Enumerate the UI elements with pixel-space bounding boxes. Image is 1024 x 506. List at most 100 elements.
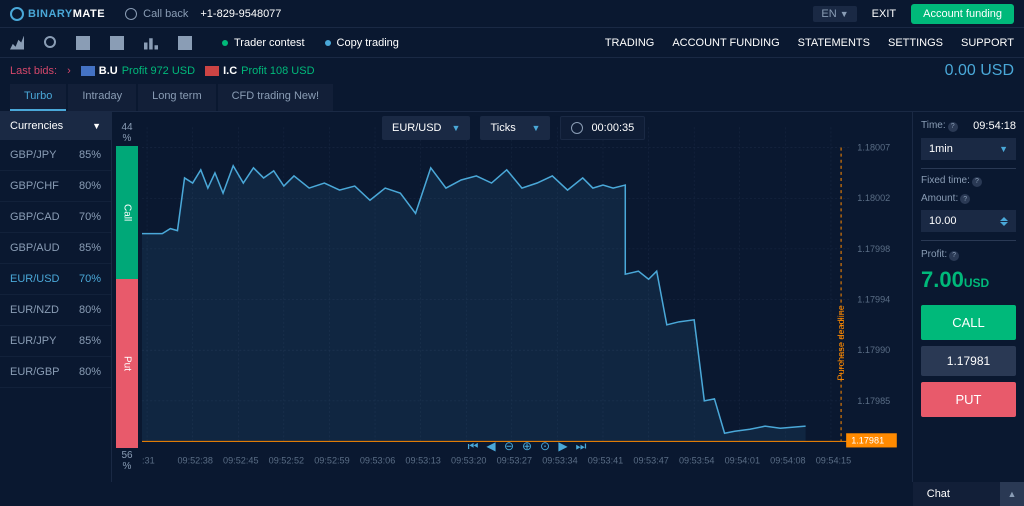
next-end-icon[interactable]: ⏭ <box>573 438 589 454</box>
svg-text:09:53:41: 09:53:41 <box>588 456 623 466</box>
sidebar-category-select[interactable]: Currencies▼ <box>0 112 111 140</box>
pair-item[interactable]: EUR/USD70% <box>0 264 111 295</box>
chevron-down-icon: ▼ <box>92 121 101 131</box>
ticker-label: Last bids: <box>10 65 57 77</box>
nav-statements[interactable]: STATEMENTS <box>798 37 870 49</box>
stepper-up-icon[interactable] <box>1000 217 1008 221</box>
help-icon[interactable]: ? <box>972 177 982 187</box>
tab-turbo[interactable]: Turbo <box>10 84 66 111</box>
logo-icon <box>10 7 24 21</box>
pair-selector[interactable]: EUR/USD▼ <box>382 116 470 140</box>
svg-text:1.18007: 1.18007 <box>857 143 890 153</box>
fixed-time-label: Fixed time: <box>921 175 970 186</box>
next-icon[interactable]: ▶ <box>555 438 571 454</box>
trade-type-tabs: Turbo Intraday Long term CFD trading New… <box>0 84 1024 112</box>
top-header: BINARYMATE Call back +1-829-9548077 EN ▼… <box>0 0 1024 28</box>
svg-text:09:52:45: 09:52:45 <box>223 456 258 466</box>
chat-toggle-icon[interactable]: ▲ <box>1000 482 1024 506</box>
phone-icon <box>125 8 137 20</box>
help-icon[interactable]: ? <box>949 251 959 261</box>
pair-item[interactable]: EUR/NZD80% <box>0 295 111 326</box>
zoom-out-icon[interactable]: ⊖ <box>501 438 517 454</box>
amount-input[interactable]: 10.00 <box>921 210 1016 232</box>
nav-trading[interactable]: TRADING <box>605 37 655 49</box>
copy-trading-link[interactable]: Copy trading <box>325 37 399 49</box>
pair-item[interactable]: GBP/JPY85% <box>0 140 111 171</box>
nav-funding[interactable]: ACCOUNT FUNDING <box>672 37 779 49</box>
doc-icon[interactable] <box>76 36 90 50</box>
exit-link[interactable]: EXIT <box>872 8 896 20</box>
stats-icon[interactable] <box>144 36 158 50</box>
svg-text:09:52:59: 09:52:59 <box>314 456 349 466</box>
zoom-in-icon[interactable]: ⊙ <box>537 438 553 454</box>
put-sentiment: Put <box>116 279 138 448</box>
chart-area: 44 % Call Put 56 % EUR/USD▼ Ticks▼ 00:00… <box>112 112 912 482</box>
amount-label: Amount: <box>921 193 958 204</box>
stepper-down-icon[interactable] <box>1000 222 1008 226</box>
prev-icon[interactable]: ◀ <box>483 438 499 454</box>
account-funding-button[interactable]: Account funding <box>911 4 1014 24</box>
amount-stepper[interactable] <box>1000 217 1008 226</box>
call-sentiment: Call <box>116 146 138 279</box>
svg-text:09:53:06: 09:53:06 <box>360 456 395 466</box>
nav-settings[interactable]: SETTINGS <box>888 37 943 49</box>
svg-text:09:53:13: 09:53:13 <box>405 456 440 466</box>
zoom-controls: ⏮ ◀ ⊖ ⊕ ⊙ ▶ ⏭ <box>465 438 589 454</box>
price-chart[interactable]: 1.180071.180021.179981.179941.179901.179… <box>142 112 912 482</box>
pair-item[interactable]: EUR/JPY85% <box>0 326 111 357</box>
expiry-timer: 00:00:35 <box>560 116 645 140</box>
call-button[interactable]: CALL <box>921 305 1016 340</box>
svg-text:09:53:27: 09:53:27 <box>497 456 532 466</box>
svg-text:1.17985: 1.17985 <box>857 396 890 406</box>
user-icon[interactable] <box>110 36 124 50</box>
callback[interactable]: Call back <box>125 8 188 20</box>
prev-end-icon[interactable]: ⏮ <box>465 438 481 454</box>
pair-item[interactable]: GBP/CAD70% <box>0 202 111 233</box>
svg-text:09:53:20: 09:53:20 <box>451 456 486 466</box>
dot-icon <box>325 40 331 46</box>
tab-longterm[interactable]: Long term <box>138 84 216 111</box>
svg-text:09:52:52: 09:52:52 <box>269 456 304 466</box>
svg-text:1.17990: 1.17990 <box>857 345 890 355</box>
trader-contest-link[interactable]: Trader contest <box>222 37 305 49</box>
tab-cfd[interactable]: CFD trading New! <box>218 84 333 111</box>
reset-icon[interactable]: ⊕ <box>519 438 535 454</box>
ticker-bar: Last bids: › B.U Profit 972 USD I.C Prof… <box>0 58 1024 84</box>
phone-number: +1-829-9548077 <box>200 8 281 20</box>
svg-text:1.17994: 1.17994 <box>857 295 890 305</box>
language-selector[interactable]: EN ▼ <box>813 6 856 22</box>
search-icon[interactable] <box>44 36 56 48</box>
svg-text:09:53:34: 09:53:34 <box>542 456 577 466</box>
put-button[interactable]: PUT <box>921 382 1016 417</box>
current-time: 09:54:18 <box>973 120 1016 132</box>
pair-item[interactable]: EUR/GBP80% <box>0 357 111 388</box>
svg-text:09:53:47: 09:53:47 <box>633 456 668 466</box>
svg-text:1.17981: 1.17981 <box>851 435 884 445</box>
toolbar: Trader contest Copy trading TRADING ACCO… <box>0 28 1024 58</box>
help-icon[interactable]: ? <box>960 194 970 204</box>
profit-value: 7.00USD <box>921 267 1016 293</box>
calendar-icon[interactable] <box>178 36 192 50</box>
pair-item[interactable]: GBP/AUD85% <box>0 233 111 264</box>
help-icon[interactable]: ? <box>948 122 958 132</box>
svg-text:1.17998: 1.17998 <box>857 244 890 254</box>
callback-label: Call back <box>143 8 188 20</box>
logo-text: BINARYMATE <box>28 8 105 20</box>
interval-selector[interactable]: Ticks▼ <box>480 116 550 140</box>
svg-text:09:54:01: 09:54:01 <box>725 456 760 466</box>
call-pct: 44 % <box>116 122 138 144</box>
sentiment-bar: 44 % Call Put 56 % <box>112 112 142 482</box>
svg-text:52:31: 52:31 <box>142 456 155 466</box>
tab-intraday[interactable]: Intraday <box>68 84 136 111</box>
logo[interactable]: BINARYMATE <box>10 7 105 21</box>
svg-text:09:53:54: 09:53:54 <box>679 456 714 466</box>
duration-select[interactable]: 1min▼ <box>921 138 1016 160</box>
flag-icon <box>81 66 95 76</box>
flag-icon <box>205 66 219 76</box>
chart-icon[interactable] <box>10 36 24 50</box>
chat-bar[interactable]: Chat ▲ <box>913 482 1024 506</box>
pair-item[interactable]: GBP/CHF80% <box>0 171 111 202</box>
time-label: Time: <box>921 120 946 131</box>
nav-support[interactable]: SUPPORT <box>961 37 1014 49</box>
account-balance: 0.00 USD <box>945 62 1014 80</box>
